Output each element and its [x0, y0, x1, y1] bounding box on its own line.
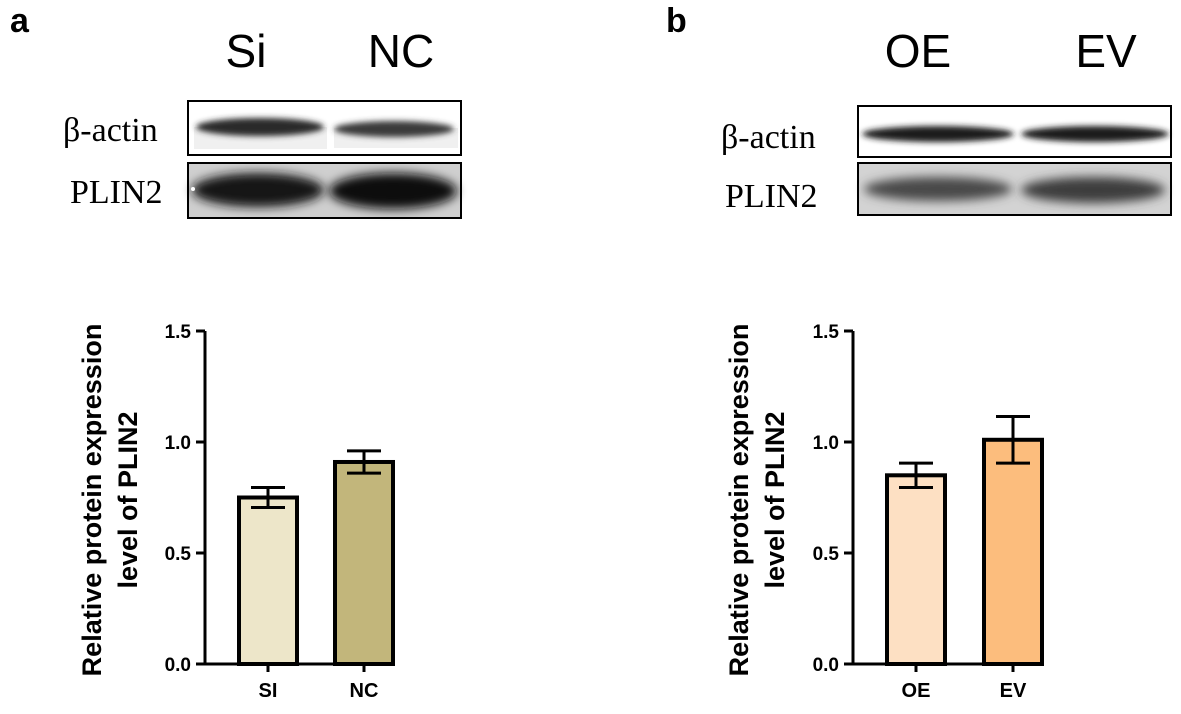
- blot-plin2-a: [187, 162, 462, 219]
- lane-label-ev: EV: [1075, 25, 1137, 77]
- y-axis-label-b-line1: Relative protein expression: [724, 324, 754, 677]
- blot-label-plin2-a: PLIN2: [70, 174, 163, 211]
- bar-si: [237, 495, 299, 666]
- panel-letter-a: a: [10, 2, 30, 40]
- x-tick-label-oe: OE: [902, 680, 931, 702]
- y-tick-label: 1.0: [813, 433, 839, 454]
- bar-ev: [982, 437, 1044, 666]
- y-axis-label-a-line1: Relative protein expression: [77, 324, 107, 677]
- chart-a-plot: 0.0 0.5 1.0 1.5 SI NC: [165, 322, 395, 702]
- chart-b: Relative protein expression level of PLI…: [724, 322, 1044, 702]
- x-tick-label-ev: EV: [1000, 680, 1027, 702]
- blot-plin2-b: [857, 162, 1172, 216]
- y-tick-label: 1.5: [165, 322, 192, 343]
- chart-b-plot: 0.0 0.5 1.0 1.5 OE EV: [813, 322, 1044, 702]
- y-tick-label: 0.0: [813, 655, 839, 676]
- lane-label-si: Si: [226, 25, 267, 77]
- lane-label-oe: OE: [885, 25, 951, 77]
- bar-oe: [885, 473, 947, 666]
- lane-label-nc: NC: [368, 25, 434, 77]
- panel-letter-b: b: [666, 2, 687, 40]
- y-tick-label: 0.5: [813, 544, 840, 565]
- panel-b: b OE EV β-actin PLIN2 Relative protein e…: [666, 2, 1172, 702]
- blot-beta-actin-b: [857, 105, 1172, 158]
- y-axis-label-a-line2: level of PLIN2: [113, 411, 143, 588]
- x-tick-label-si: SI: [259, 680, 278, 702]
- blot-label-plin2-b: PLIN2: [725, 178, 818, 215]
- y-tick-label: 0.0: [165, 655, 191, 676]
- panel-a: a Si NC β-actin PLIN2 Relative protein e…: [10, 2, 462, 702]
- blot-label-beta-actin-b: β-actin: [721, 119, 816, 156]
- y-tick-label: 0.5: [165, 544, 192, 565]
- blot-label-beta-actin-a: β-actin: [63, 112, 158, 149]
- x-tick-label-nc: NC: [350, 680, 379, 702]
- y-axis-label-b-line2: level of PLIN2: [760, 411, 790, 588]
- blot-beta-actin-a: [187, 100, 462, 156]
- bar-nc: [333, 459, 395, 667]
- chart-a: Relative protein expression level of PLI…: [77, 322, 395, 702]
- y-tick-label: 1.5: [813, 322, 840, 343]
- y-tick-label: 1.0: [165, 433, 191, 454]
